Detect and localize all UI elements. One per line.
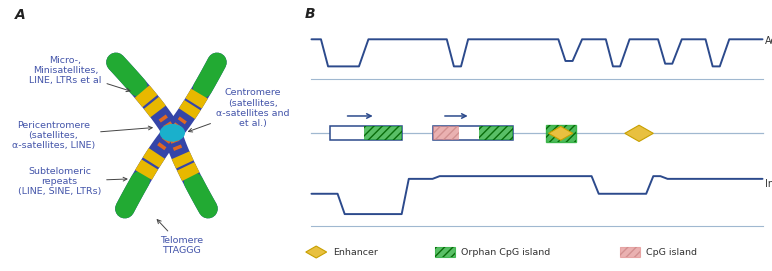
Text: Enhancer: Enhancer xyxy=(333,247,378,257)
Bar xyxy=(432,126,459,140)
Bar xyxy=(432,126,513,140)
Bar xyxy=(620,247,640,257)
Bar xyxy=(364,126,401,140)
Text: Telomere
TTAGGG: Telomere TTAGGG xyxy=(157,220,203,255)
Text: A: A xyxy=(15,8,25,22)
Text: Inactive: Inactive xyxy=(765,179,772,189)
Bar xyxy=(620,247,640,257)
Text: Active: Active xyxy=(765,36,772,46)
Polygon shape xyxy=(549,126,573,140)
Bar xyxy=(479,126,513,140)
Text: Orphan CpG island: Orphan CpG island xyxy=(461,247,550,257)
Bar xyxy=(546,125,576,142)
Bar xyxy=(546,125,576,142)
Text: Centromere
(satellites,
α-satellites and
et al.): Centromere (satellites, α-satellites and… xyxy=(188,88,290,132)
Text: B: B xyxy=(304,7,315,21)
Bar xyxy=(435,247,455,257)
Ellipse shape xyxy=(160,124,185,141)
Text: Micro-,
Minisatellites,
LINE, LTRs et al: Micro-, Minisatellites, LINE, LTRs et al xyxy=(29,56,130,92)
Bar xyxy=(479,126,513,140)
Polygon shape xyxy=(625,125,653,141)
Text: Pericentromere
(satellites,
α-satellites, LINE): Pericentromere (satellites, α-satellites… xyxy=(12,121,152,150)
Bar xyxy=(330,126,401,140)
Bar xyxy=(432,126,459,140)
Bar xyxy=(364,126,401,140)
Text: CpG island: CpG island xyxy=(646,247,697,257)
Polygon shape xyxy=(306,246,327,258)
Bar xyxy=(435,247,455,257)
Text: Subtelomeric
repeats
(LINE, SINE, LTRs): Subtelomeric repeats (LINE, SINE, LTRs) xyxy=(18,167,127,196)
